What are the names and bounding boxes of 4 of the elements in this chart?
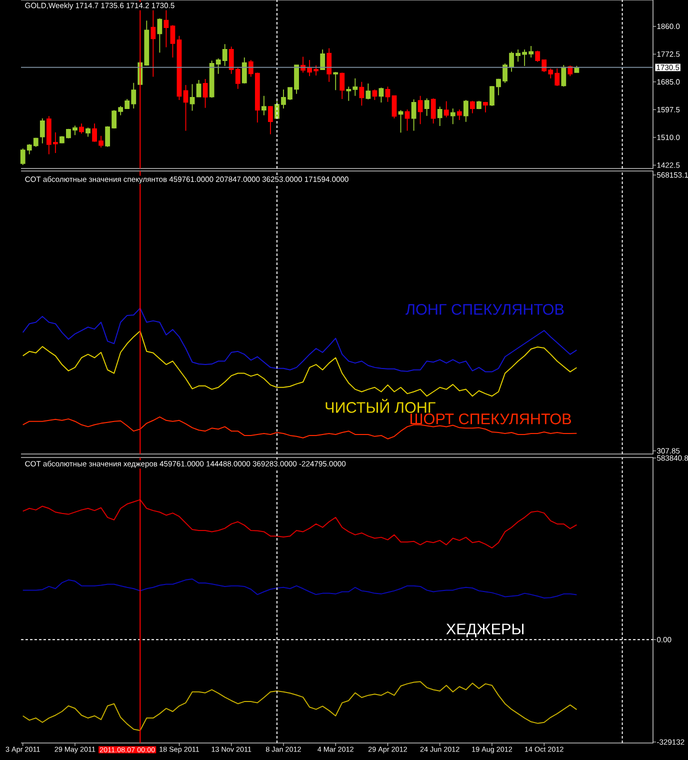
series-label: ШОРТ СПЕКУЛЯНТОВ [410, 414, 571, 424]
annotation: ХЕДЖЕРЫ [446, 624, 524, 638]
series-label: ЧИСТЫЙ ЛОНГ [326, 398, 436, 413]
series-label: ЛОНГ СПЕКУЛЯНТОВ [406, 304, 564, 315]
